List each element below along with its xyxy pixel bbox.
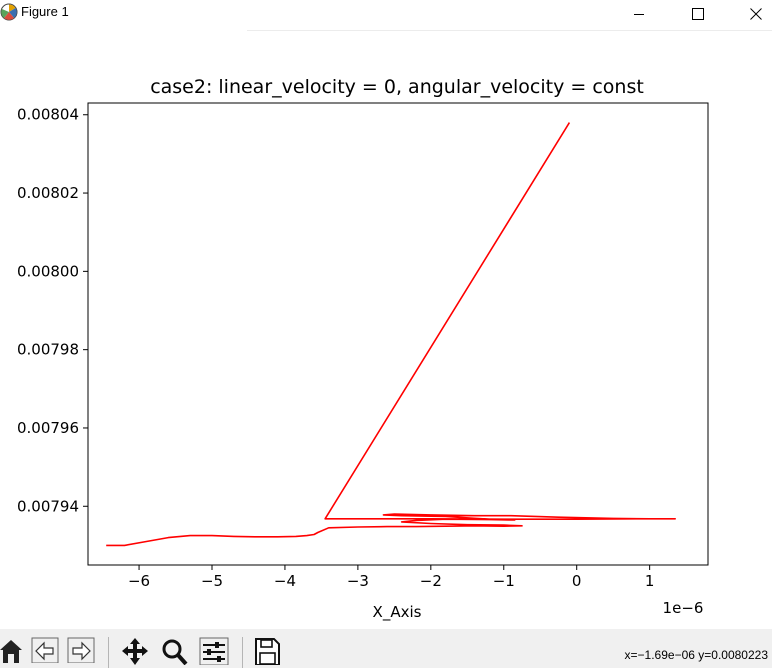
home-icon <box>0 640 22 663</box>
plot-area[interactable] <box>87 102 709 566</box>
forward-button[interactable] <box>66 635 96 668</box>
zoom-button[interactable] <box>160 635 190 668</box>
minimize-icon <box>634 14 644 15</box>
titlebar-divider <box>247 30 772 31</box>
save-icon <box>255 638 280 665</box>
configure-subplots-button[interactable] <box>199 635 229 668</box>
toolbar-separator <box>108 637 109 668</box>
pan-button[interactable] <box>120 635 150 668</box>
forward-arrow-icon <box>67 637 95 663</box>
y-axis: 0.00794 0.00796 0.00798 0.00800 0.00802 0.008… <box>17 106 88 515</box>
x-tick-label: −4 <box>274 572 296 590</box>
close-button[interactable] <box>731 0 772 28</box>
x-axis: −6 −5 −4 −3 −2 −1 0 1 <box>128 565 654 590</box>
x-tick-label: −2 <box>420 572 442 590</box>
home-button[interactable] <box>0 635 26 668</box>
window-title: Figure 1 <box>21 4 69 19</box>
minimize-button[interactable] <box>614 0 664 28</box>
figure-canvas[interactable]: case2: linear_velocity = 0, angular_velo… <box>0 31 772 629</box>
x-tick-label: −3 <box>347 572 369 590</box>
maximize-icon <box>692 8 704 20</box>
zoom-icon <box>162 639 188 665</box>
series-line <box>106 122 676 547</box>
x-tick-label: −5 <box>201 572 223 590</box>
back-button[interactable] <box>30 635 60 668</box>
y-tick-label: 0.00804 <box>17 106 79 124</box>
chart-title: case2: linear_velocity = 0, angular_velo… <box>150 76 644 98</box>
maximize-button[interactable] <box>673 0 723 28</box>
configure-subplots-icon <box>199 637 229 665</box>
y-tick-label: 0.00794 <box>17 497 79 515</box>
plot-svg[interactable]: case2: linear_velocity = 0, angular_velo… <box>0 31 772 629</box>
window-titlebar: Figure 1 <box>0 0 772 31</box>
matplotlib-logo-icon <box>0 3 18 21</box>
y-tick-label: 0.00800 <box>17 262 79 280</box>
x-tick-label: −6 <box>128 572 150 590</box>
save-button[interactable] <box>252 635 282 668</box>
x-tick-label: 1 <box>645 572 655 590</box>
toolbar-separator <box>242 637 243 668</box>
x-tick-label: −1 <box>493 572 515 590</box>
pan-icon <box>122 638 148 665</box>
x-tick-label: 0 <box>572 572 582 590</box>
x-axis-label: X_Axis <box>373 603 422 622</box>
cursor-coordinates: x=−1.69e−06 y=0.0080223 <box>624 648 768 662</box>
close-icon <box>750 8 762 20</box>
y-tick-label: 0.00798 <box>17 341 79 359</box>
back-arrow-icon <box>31 637 59 663</box>
y-tick-label: 0.00796 <box>17 419 79 437</box>
navigation-toolbar: x=−1.69e−06 y=0.0080223 <box>0 629 772 668</box>
x-axis-offset-label: 1e−6 <box>663 599 704 617</box>
y-tick-label: 0.00802 <box>17 184 79 202</box>
